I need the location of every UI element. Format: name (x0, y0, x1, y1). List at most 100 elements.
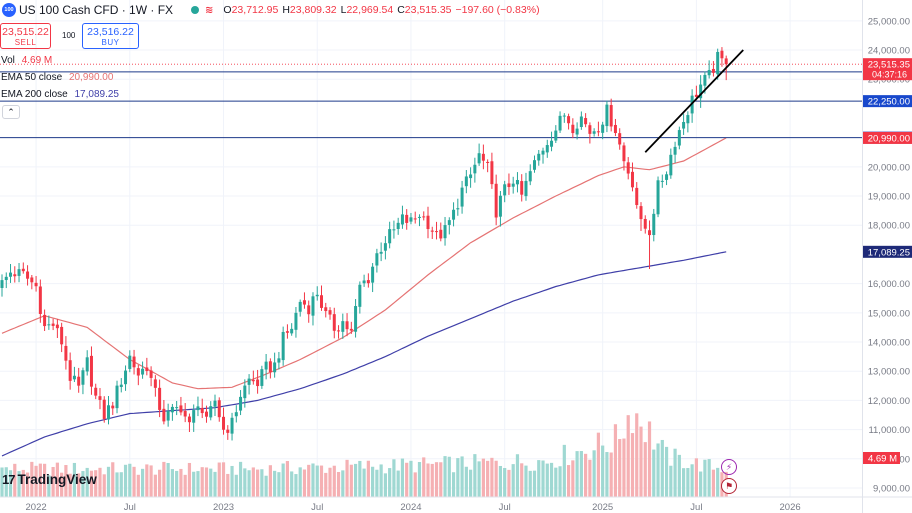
tradingview-logo[interactable]: 17 TradingView (2, 472, 97, 487)
candle-body (264, 361, 268, 370)
volume-bar (187, 462, 192, 497)
volume-bar (592, 450, 596, 497)
candle-body (136, 368, 140, 376)
candle-body (273, 362, 277, 373)
candle-body (26, 271, 30, 279)
candle-body (601, 124, 605, 133)
candle-body (596, 131, 600, 133)
candle-body (81, 370, 85, 385)
candle-body (383, 243, 387, 251)
candle-body (239, 396, 243, 411)
volume-bar (51, 466, 55, 497)
volume-bar (64, 465, 68, 497)
volume-tag (863, 452, 900, 464)
candle-body (413, 218, 417, 220)
volume-bar (601, 445, 605, 497)
candle-body (652, 213, 656, 236)
candle-body (464, 176, 468, 187)
ema50-tag-label: 20,990.00 (868, 133, 910, 144)
volume-bar (596, 432, 600, 497)
candle-body (47, 324, 51, 326)
volume-bar (439, 462, 443, 497)
indicators-icon[interactable]: ≋ (205, 4, 214, 16)
volume-bar (456, 458, 460, 497)
volume-bar (503, 468, 507, 497)
candle-body (699, 84, 703, 99)
candle-body (358, 284, 362, 307)
candle-body (430, 230, 434, 232)
candle-body (443, 225, 447, 239)
ema200-tag-label: 17,089.25 (868, 247, 910, 258)
us-flag-icon[interactable]: ⚑ (721, 478, 737, 494)
sell-button[interactable]: 23,515.22 SELL (0, 23, 51, 49)
candle-body (656, 180, 660, 215)
volume-bar (430, 463, 434, 497)
volume-bar (256, 469, 260, 497)
candle-body (524, 180, 528, 197)
volume-bar (200, 467, 204, 497)
ema50-legend[interactable]: EMA 50 close 20,990.00 (1, 72, 113, 83)
volume-bar (294, 474, 298, 497)
volume-bar (43, 463, 47, 497)
candle-body (379, 251, 383, 254)
volume-bar (584, 453, 588, 497)
candle-body (507, 183, 511, 188)
volume-bar (251, 467, 255, 497)
volume-bar (72, 462, 77, 497)
candle-body (498, 195, 502, 217)
volume-bar (226, 473, 230, 497)
volume-bar (332, 465, 336, 497)
candle-body (571, 124, 575, 134)
volume-bar (447, 456, 451, 497)
volume-bar (451, 472, 456, 497)
time-tick-label: 2023 (213, 502, 234, 513)
volume-bar (277, 472, 281, 497)
volume-bar (192, 471, 196, 497)
volume-legend[interactable]: Vol 4.69 M (1, 55, 52, 66)
volume-bar (123, 464, 128, 497)
price-tick-label: 20,000.00 (868, 162, 910, 173)
candle-body (422, 216, 426, 218)
symbol-title[interactable]: US 100 Cash CFD · 1W · FX (19, 3, 174, 17)
chevron-up-icon[interactable]: ⌃ (2, 105, 20, 119)
volume-bar (566, 465, 571, 497)
volume-bar (30, 461, 34, 497)
ema200-legend[interactable]: EMA 200 close 17,089.25 (1, 89, 119, 100)
candle-body (183, 410, 187, 417)
volume-bar (682, 468, 686, 497)
tradingview-text: TradingView (17, 472, 97, 487)
volume-bar (716, 467, 720, 497)
price-tick-label: 13,000.00 (868, 367, 910, 378)
lightning-icon[interactable]: ⚡ (721, 459, 737, 475)
volume-bar (515, 454, 520, 497)
candle-body (85, 357, 89, 372)
candle-body (426, 215, 430, 230)
volume-bar (315, 465, 319, 497)
ema50-line (1, 137, 727, 390)
volume-bar (328, 467, 332, 497)
volume-bar (341, 470, 345, 497)
volume-bar (383, 473, 387, 497)
volume-bar (260, 469, 264, 497)
volume-bar (285, 461, 290, 497)
time-tick-label: Jul (311, 502, 323, 513)
volume-bar (622, 438, 626, 497)
tradingview-mark: 17 (2, 472, 16, 487)
volume-bar (21, 469, 25, 497)
high-value: 23,809.32 (289, 4, 337, 16)
buy-button[interactable]: 23,516.22 BUY (82, 23, 139, 49)
volume-bar (162, 461, 166, 497)
candle-body (639, 206, 643, 220)
candle-body (396, 222, 400, 230)
volume-bar (353, 463, 358, 497)
candles (0, 47, 728, 441)
volume-bar (179, 468, 183, 497)
countdown-label: 04:37:16 (872, 70, 907, 80)
volume-bar (400, 458, 405, 497)
volume-bar (541, 460, 545, 497)
candle-body (247, 378, 251, 385)
candle-body (635, 187, 639, 206)
symbol-row: 100 US 100 Cash CFD · 1W · FX ≋ O 23,712.… (2, 3, 544, 17)
price-tags: 23,250.0022,250.0021,000.0023,515.3504:3… (863, 58, 912, 465)
